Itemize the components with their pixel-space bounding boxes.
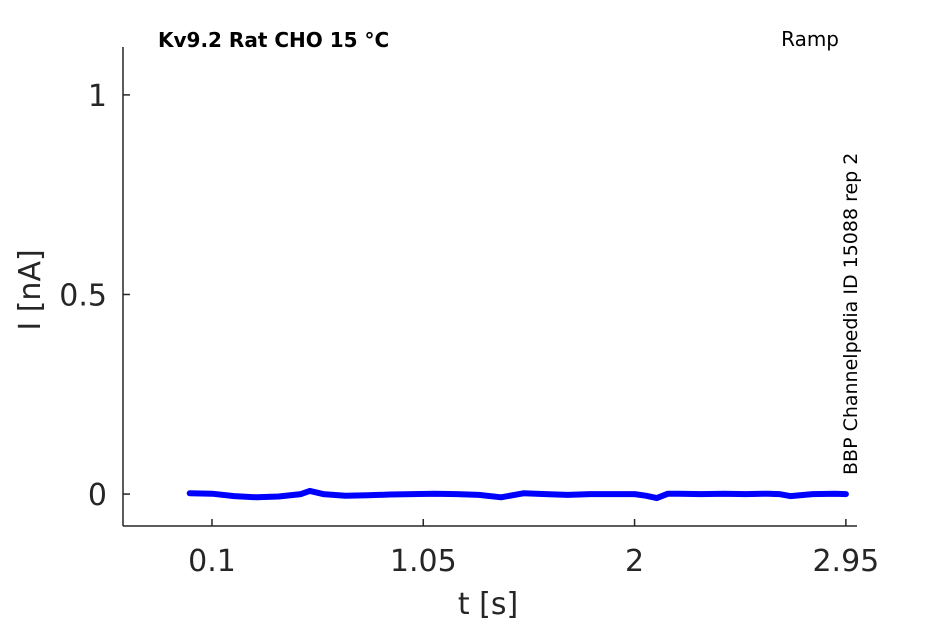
protocol-label: Ramp (781, 27, 839, 51)
source-id-label: BBP Channelpedia ID 15088 rep 2 (840, 153, 862, 475)
x-ticks: 0.1 1.05 2 2.95 (188, 519, 879, 579)
y-tick-label: 0 (88, 478, 107, 513)
x-tick-label: 0.1 (188, 544, 236, 579)
x-axis-label: t [s] (458, 587, 518, 622)
y-tick-label: 0.5 (59, 278, 107, 313)
x-tick-label: 1.05 (390, 544, 457, 579)
x-tick-label: 2.95 (812, 544, 879, 579)
y-tick-label: 1 (88, 79, 107, 114)
series-layer (186, 487, 849, 502)
current-trace (186, 487, 849, 502)
y-ticks: 00.51 (59, 79, 130, 513)
chart-title: Kv9.2 Rat CHO 15 °C (158, 28, 389, 52)
y-axis-label: I [nA] (13, 249, 48, 330)
x-tick-label: 2 (625, 544, 644, 579)
